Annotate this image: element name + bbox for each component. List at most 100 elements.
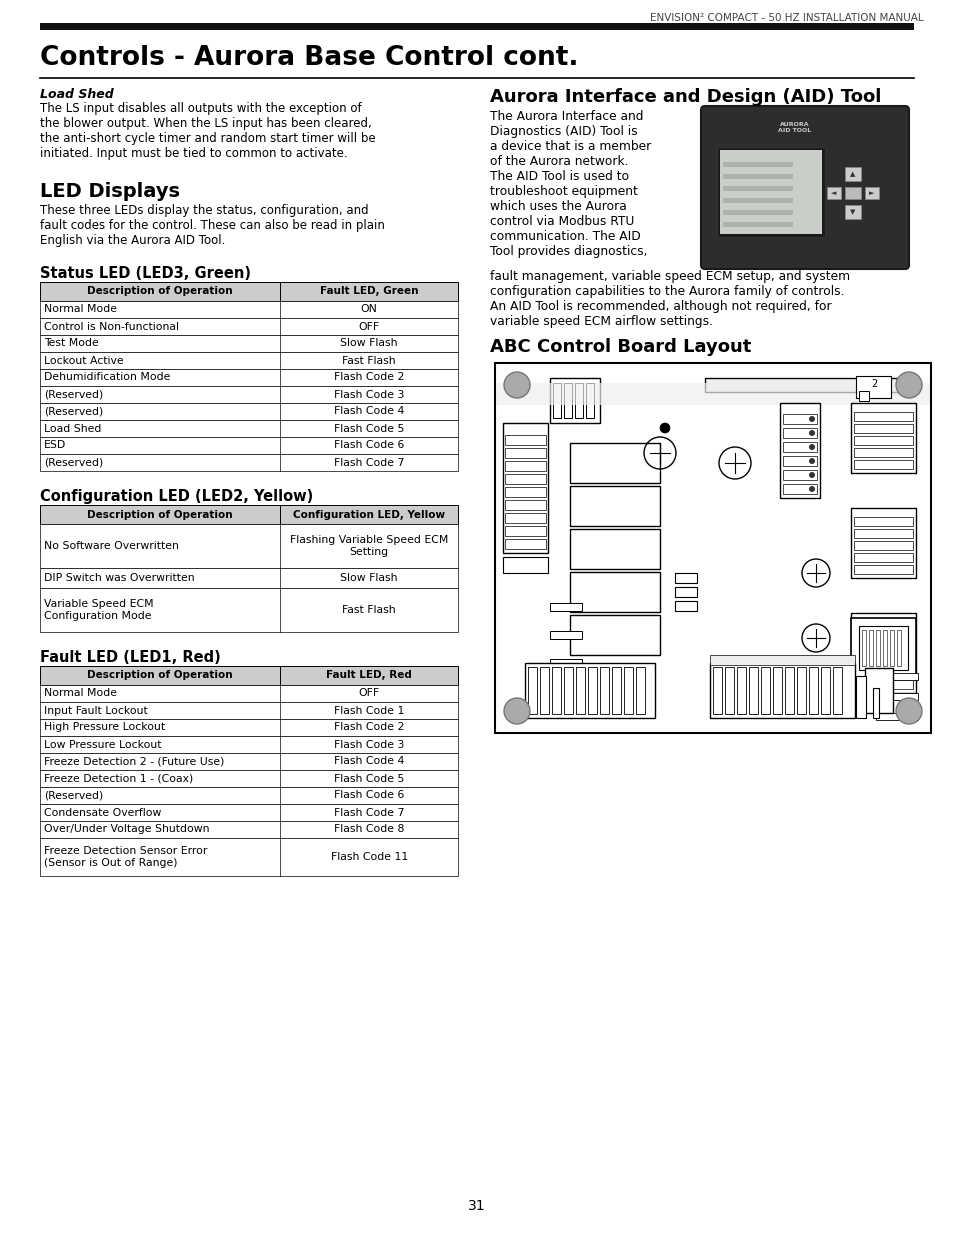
Bar	[40, 454, 457, 471]
Text: DIP Switch was Overwritten: DIP Switch was Overwritten	[44, 573, 194, 583]
Bar	[504, 448, 545, 458]
Text: Freeze Detection Sensor Error
(Sensor is Out of Range): Freeze Detection Sensor Error (Sensor is…	[44, 846, 207, 868]
Bar	[502, 557, 547, 573]
Text: These three LEDs display the status, configuration, and
fault codes for the cont: These three LEDs display the status, con…	[40, 204, 384, 247]
Bar	[527, 667, 537, 714]
Bar	[599, 667, 608, 714]
Bar	[569, 572, 659, 613]
Text: (Reserved): (Reserved)	[44, 389, 103, 399]
Text: Configuration LED (LED2, Yellow): Configuration LED (LED2, Yellow)	[40, 489, 313, 504]
Bar	[40, 282, 457, 301]
Text: Aurora Interface and Design (AID) Tool: Aurora Interface and Design (AID) Tool	[490, 88, 881, 106]
Bar	[40, 821, 457, 839]
Text: Flash Code 2: Flash Code 2	[334, 373, 404, 383]
Bar	[748, 667, 758, 714]
Bar	[40, 685, 457, 701]
Bar	[40, 301, 457, 317]
Bar	[875, 693, 917, 700]
Bar	[722, 222, 792, 227]
Bar	[808, 667, 817, 714]
Text: Dehumidification Mode: Dehumidification Mode	[44, 373, 171, 383]
Text: ▼: ▼	[849, 209, 855, 215]
Bar	[585, 383, 594, 417]
Bar	[882, 630, 886, 666]
Bar	[712, 667, 721, 714]
Bar	[889, 630, 893, 666]
Bar	[504, 500, 545, 510]
Bar	[495, 363, 930, 734]
Text: Status LED (LED3, Green): Status LED (LED3, Green)	[40, 266, 251, 282]
Bar	[504, 487, 545, 496]
Bar	[675, 601, 697, 611]
Bar	[502, 424, 547, 553]
Bar	[40, 352, 457, 369]
Bar	[550, 683, 581, 692]
Text: Description of Operation: Description of Operation	[88, 510, 233, 520]
Bar	[504, 474, 545, 484]
Bar	[853, 632, 912, 641]
Text: OFF: OFF	[358, 321, 379, 331]
FancyBboxPatch shape	[700, 106, 908, 269]
Text: Condensate Overflow: Condensate Overflow	[44, 808, 161, 818]
Bar	[858, 391, 868, 401]
Bar	[569, 615, 659, 655]
Bar	[844, 186, 861, 199]
Bar	[40, 753, 457, 769]
Bar	[855, 375, 890, 398]
Text: Input Fault Lockout: Input Fault Lockout	[44, 705, 148, 715]
Bar	[720, 149, 821, 233]
Bar	[853, 459, 912, 469]
Text: LED Displays: LED Displays	[40, 182, 180, 201]
Bar	[875, 713, 917, 720]
Bar	[40, 369, 457, 387]
Text: Controls - Aurora Base Control cont.: Controls - Aurora Base Control cont.	[40, 44, 578, 70]
Circle shape	[659, 424, 669, 433]
Bar	[40, 387, 457, 403]
Bar	[853, 668, 912, 677]
Text: The LS input disables all outputs with the exception of
the blower output. When : The LS input disables all outputs with t…	[40, 103, 375, 161]
Bar	[504, 435, 545, 445]
Bar	[40, 437, 457, 454]
Bar	[504, 513, 545, 522]
Text: Flash Code 11: Flash Code 11	[330, 852, 407, 862]
Text: ESD: ESD	[44, 441, 66, 451]
Bar	[40, 23, 913, 30]
Bar	[40, 787, 457, 804]
Bar	[784, 667, 793, 714]
Text: Lockout Active: Lockout Active	[44, 356, 124, 366]
Text: Description of Operation: Description of Operation	[88, 671, 233, 680]
Text: Flash Code 5: Flash Code 5	[334, 424, 404, 433]
Text: fault management, variable speed ECM setup, and system
configuration capabilitie: fault management, variable speed ECM set…	[490, 270, 849, 329]
Bar	[709, 663, 854, 718]
Text: (Reserved): (Reserved)	[44, 406, 103, 416]
Circle shape	[503, 372, 530, 398]
Text: Fault LED (LED1, Red): Fault LED (LED1, Red)	[40, 650, 220, 664]
Text: Fault LED, Red: Fault LED, Red	[326, 671, 412, 680]
Bar	[850, 508, 915, 578]
Bar	[40, 568, 457, 588]
Bar	[569, 529, 659, 569]
Bar	[782, 414, 816, 424]
Bar	[40, 317, 457, 335]
Text: 2: 2	[870, 379, 877, 389]
Bar	[496, 383, 929, 405]
Bar	[40, 666, 457, 685]
Bar	[636, 667, 644, 714]
Bar	[821, 667, 829, 714]
Bar	[850, 403, 915, 473]
Text: Over/Under Voltage Shutdown: Over/Under Voltage Shutdown	[44, 825, 210, 835]
Text: ABC Control Board Layout: ABC Control Board Layout	[490, 338, 751, 356]
Bar	[40, 420, 457, 437]
Bar	[875, 630, 879, 666]
Bar	[853, 412, 912, 421]
Circle shape	[808, 472, 814, 478]
Text: Load Shed: Load Shed	[40, 88, 113, 101]
Bar	[853, 643, 912, 653]
Bar	[864, 186, 878, 199]
Text: Flash Code 8: Flash Code 8	[334, 825, 404, 835]
Text: Control is Non-functional: Control is Non-functional	[44, 321, 179, 331]
Bar	[853, 517, 912, 526]
Bar	[40, 524, 457, 568]
Text: ►: ►	[868, 190, 874, 196]
Text: Normal Mode: Normal Mode	[44, 305, 117, 315]
